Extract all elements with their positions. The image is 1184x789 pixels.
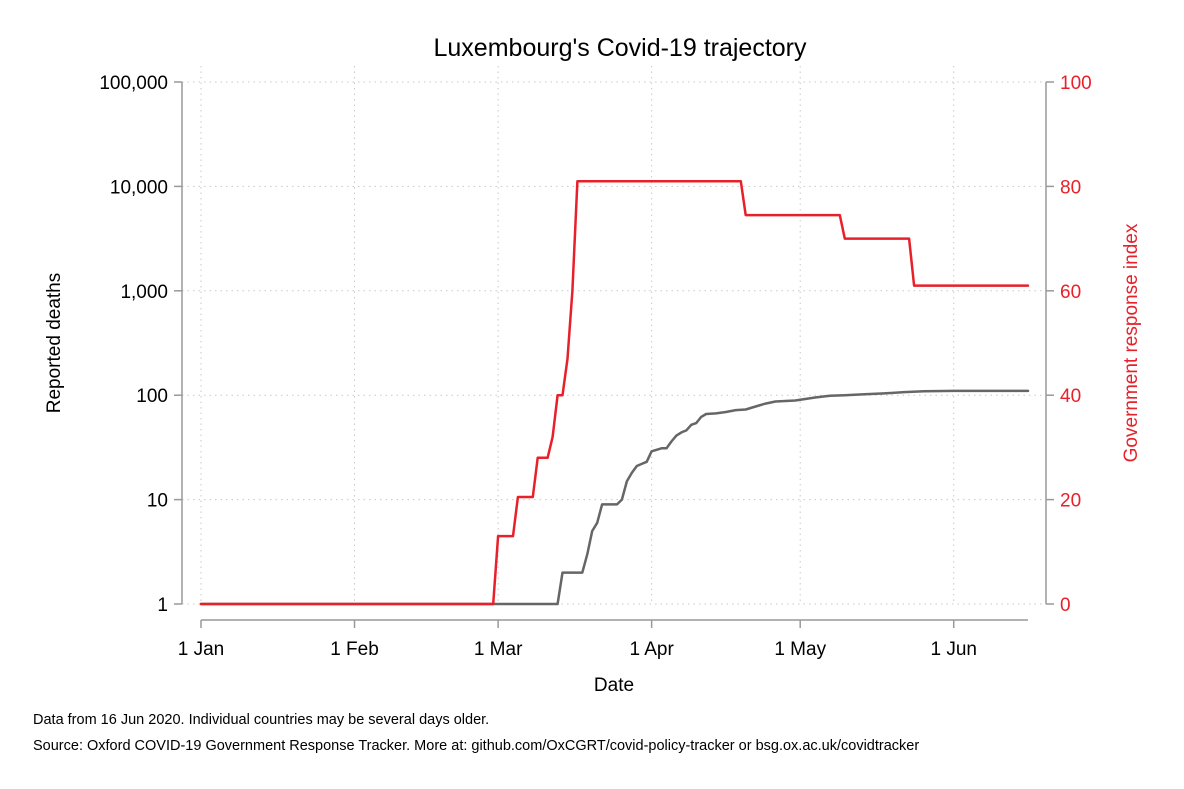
y-tick-label-4: 10,000 bbox=[110, 177, 168, 198]
y-axis-label: Reported deaths bbox=[44, 273, 65, 414]
series-layer bbox=[199, 179, 1030, 606]
y-tick-label-5: 100,000 bbox=[99, 73, 168, 94]
series-line-government-response bbox=[199, 179, 1030, 606]
left-axis-ticks: 1 10 100 1,000 10,000 100,000 bbox=[99, 73, 182, 616]
y2-tick-label-2: 40 bbox=[1060, 386, 1081, 407]
y2-tick-label-4: 80 bbox=[1060, 177, 1081, 198]
y2-tick-label-5: 100 bbox=[1060, 73, 1092, 94]
y-tick-label-1: 10 bbox=[147, 491, 168, 512]
y2-tick-label-3: 60 bbox=[1060, 282, 1081, 303]
y2-axis-label: Government response index bbox=[1121, 223, 1142, 462]
y2-tick-label-0: 0 bbox=[1060, 595, 1071, 616]
x-tick-label-5: 1 Jun bbox=[930, 639, 976, 660]
x-tick-label-3: 1 Apr bbox=[629, 639, 674, 660]
series-line-reported-deaths bbox=[199, 389, 1030, 606]
right-axis-ticks: 0 20 40 60 80 100 bbox=[1046, 73, 1092, 616]
x-tick-label-0: 1 Jan bbox=[178, 639, 224, 660]
chart-title: Luxembourg's Covid-19 trajectory bbox=[434, 34, 807, 62]
x-tick-label-4: 1 May bbox=[774, 639, 826, 660]
grid bbox=[182, 66, 1046, 605]
axes bbox=[181, 82, 1047, 621]
x-tick-label-2: 1 Mar bbox=[474, 639, 523, 660]
y-tick-label-2: 100 bbox=[136, 386, 168, 407]
y-tick-label-0: 1 bbox=[157, 595, 168, 616]
y2-tick-label-1: 20 bbox=[1060, 491, 1081, 512]
x-tick-label-1: 1 Feb bbox=[330, 639, 379, 660]
y-tick-label-3: 1,000 bbox=[120, 282, 168, 303]
x-axis-label: Date bbox=[594, 675, 634, 696]
data-date-note: Data from 16 Jun 2020. Individual countr… bbox=[33, 712, 490, 728]
source-note: Source: Oxford COVID-19 Government Respo… bbox=[33, 738, 920, 754]
x-axis-ticks: 1 Jan 1 Feb 1 Mar 1 Apr 1 May 1 Jun bbox=[178, 620, 977, 660]
